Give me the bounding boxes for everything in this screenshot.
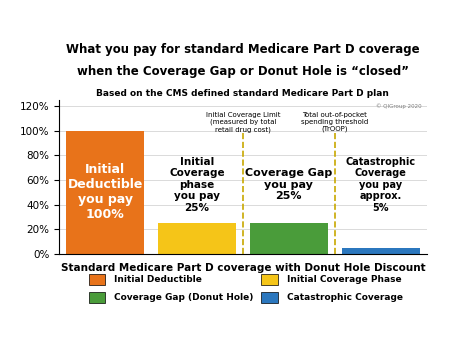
Text: when the Coverage Gap or Donut Hole is “closed”: when the Coverage Gap or Donut Hole is “… [77,65,409,78]
Text: Total out-of-pocket
spending threshold
(TrOOP): Total out-of-pocket spending threshold (… [301,111,368,132]
Bar [66,131,144,254]
FancyBboxPatch shape [89,292,105,303]
Text: Initial
Coverage
phase
you pay
25%: Initial Coverage phase you pay 25% [169,157,225,213]
Text: Initial Deductible: Initial Deductible [114,275,202,284]
Text: © QIGroup 2020: © QIGroup 2020 [376,104,422,109]
FancyBboxPatch shape [89,274,105,285]
Bar [342,248,419,254]
Text: Initial
Deductible
you pay
100%: Initial Deductible you pay 100% [67,163,143,221]
Text: Coverage Gap
you pay
25%: Coverage Gap you pay 25% [245,168,332,201]
Text: Catastrophic Coverage: Catastrophic Coverage [287,293,403,302]
Bar [158,223,236,254]
Text: Catastrophic
Coverage
you pay
approx.
5%: Catastrophic Coverage you pay approx. 5% [346,157,416,213]
Text: Initial Coverage Limit
(measured by total
retail drug cost): Initial Coverage Limit (measured by tota… [206,111,280,132]
FancyBboxPatch shape [261,274,278,285]
Text: Coverage Gap (Donut Hole): Coverage Gap (Donut Hole) [114,293,254,302]
Bar [250,223,328,254]
FancyBboxPatch shape [261,292,278,303]
Text: What you pay for standard Medicare Part D coverage: What you pay for standard Medicare Part … [66,42,420,56]
Text: Initial Coverage Phase: Initial Coverage Phase [287,275,401,284]
Text: Standard Medicare Part D coverage with Donut Hole Discount: Standard Medicare Part D coverage with D… [61,264,425,274]
Text: Based on the CMS defined standard Medicare Part D plan: Based on the CMS defined standard Medica… [97,89,389,98]
